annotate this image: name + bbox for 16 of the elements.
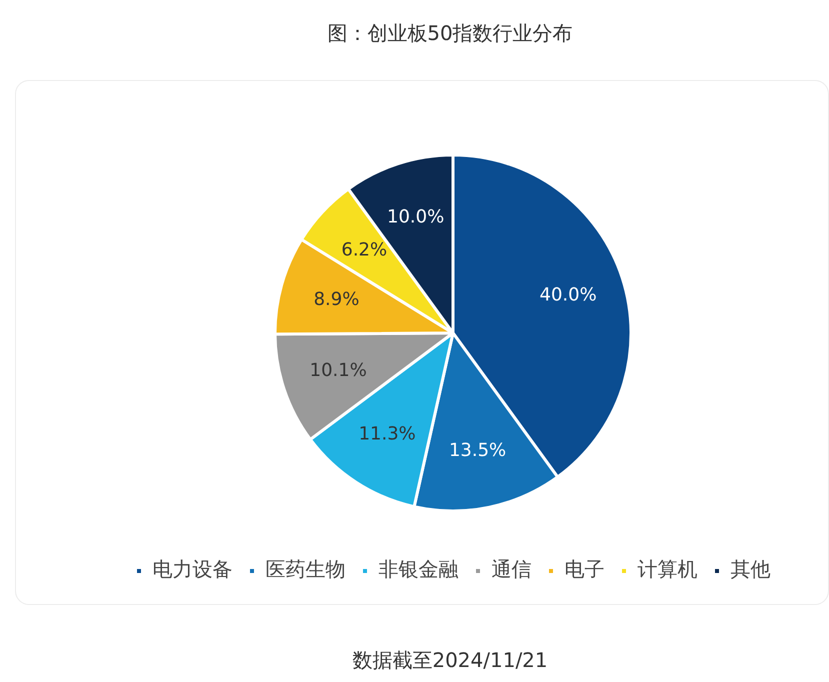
data-label: 40.0% xyxy=(540,284,597,306)
legend-label: 其他 xyxy=(730,557,770,582)
data-label: 10.0% xyxy=(387,206,444,228)
legend-label: 电子 xyxy=(564,557,604,582)
data-label: 10.1% xyxy=(310,360,367,382)
legend-label: 电力设备 xyxy=(152,557,232,582)
data-label: 8.9% xyxy=(314,289,360,310)
legend-label: 医药生物 xyxy=(266,557,346,582)
data-label: 11.3% xyxy=(358,423,416,444)
legend-label: 通信 xyxy=(492,557,532,582)
data-label: 13.5% xyxy=(448,440,506,462)
text: 数据截至2024/11/21 xyxy=(351,647,549,674)
chart-title: 图：创业板50指数行业分布 xyxy=(326,20,574,47)
legend-label: 非银金融 xyxy=(378,557,458,582)
data-label: 6.2% xyxy=(341,239,388,260)
legend-label: 计算机 xyxy=(638,557,698,582)
